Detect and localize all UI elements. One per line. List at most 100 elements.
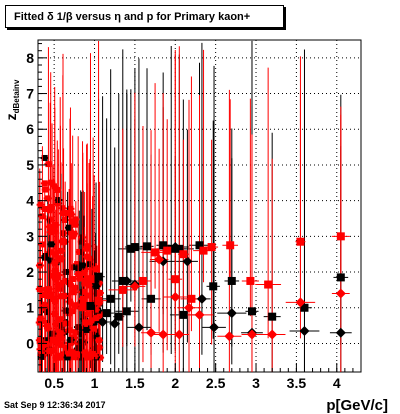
cluster-point [71,302,78,309]
x-tick-label: 0.5 [44,375,64,391]
marker-diamond [170,292,181,303]
cluster-point [41,302,48,309]
cluster-point [37,315,44,322]
y-axis-label: zdBetainv [3,79,21,120]
cluster-point [80,270,87,277]
axes: 0 1 2 3 4 5 6 7 8 0.5 1 1.5 2 2.5 3 3.5 4 [26,43,354,391]
cluster-point [83,245,90,252]
cluster-point [49,227,56,234]
cluster-point [54,186,61,193]
marker-square [163,246,172,255]
cluster-point [70,289,77,296]
cluster-point [41,154,48,161]
cluster-point [84,292,91,299]
cluster-point [89,350,96,357]
cluster-point [53,274,60,281]
cluster-point [55,197,62,204]
cluster-point [59,237,66,244]
marker-square [94,296,103,305]
marker-square [179,250,188,259]
cluster-point [79,301,86,308]
cluster-point [71,334,78,341]
cluster-point [85,311,92,318]
y-tick-label: 3 [26,228,34,244]
marker-square [138,276,147,285]
x-tick-label: 1.5 [125,375,145,391]
cluster-point [76,275,83,282]
cluster-point [60,230,67,237]
marker-diamond [170,242,181,253]
cluster-point [92,306,99,313]
cluster-point [84,253,91,260]
cluster-point [93,315,100,322]
cluster-point [75,271,82,278]
cluster-point [45,292,52,299]
cluster-point [72,221,79,228]
marker-diamond [246,329,257,340]
cluster-point [37,201,44,208]
cluster-point [62,307,69,314]
timestamp: Sat Sep 9 12:36:34 2017 [4,400,106,410]
cluster-point [87,256,94,263]
y-tick-label: 8 [26,50,34,66]
marker-diamond [267,329,278,340]
cluster-point [43,341,50,348]
y-tick-label: 4 [26,193,34,209]
cluster-point [44,309,51,316]
cluster-point [88,317,95,324]
marker-diamond [194,309,205,320]
cluster-point [42,337,49,344]
cluster-point [39,241,46,248]
marker-square [247,307,256,316]
marker-square [106,294,115,303]
low-momentum-cluster [35,47,105,372]
cluster-point [74,261,81,268]
cluster-point [39,213,46,220]
marker-diamond [184,302,195,313]
cluster-point [47,204,54,211]
cluster-point [62,277,69,284]
cluster-point [85,282,92,289]
cluster-point [64,354,71,361]
marker-square [143,242,152,251]
cluster-point [49,272,56,279]
cluster-point [46,223,53,230]
cluster-point [57,256,64,263]
cluster-point [41,206,48,213]
marker-square [296,237,305,246]
cluster-point [95,337,102,344]
cluster-point [76,248,83,255]
cluster-point [64,209,71,216]
marker-square [199,246,208,255]
cluster-point [40,347,47,354]
marker-diamond [335,327,346,338]
marker-square [147,294,156,303]
cluster-point [63,320,70,327]
cluster-point [42,186,49,193]
marker-square [207,243,216,252]
cluster-point [96,344,103,351]
cluster-point [93,283,100,290]
marker-diamond [121,275,132,286]
x-tick-label: 2 [171,375,179,391]
marker-square [268,312,277,321]
cluster-point [65,350,72,357]
marker-diamond [174,329,185,340]
cluster-point [68,211,75,218]
marker-square [94,272,103,281]
marker-diamond [158,329,169,340]
marker-diamond [335,288,346,299]
marker-square [167,244,176,253]
cluster-point [57,341,64,348]
cluster-point [55,352,62,359]
marker-square [226,241,235,250]
cluster-point [54,340,61,347]
cluster-point [42,305,49,312]
marker-square [179,310,188,319]
marker-square [227,276,236,285]
cluster-point [43,319,50,326]
marker-square [175,244,184,253]
marker-diamond [295,297,306,308]
cluster-point [46,207,53,214]
